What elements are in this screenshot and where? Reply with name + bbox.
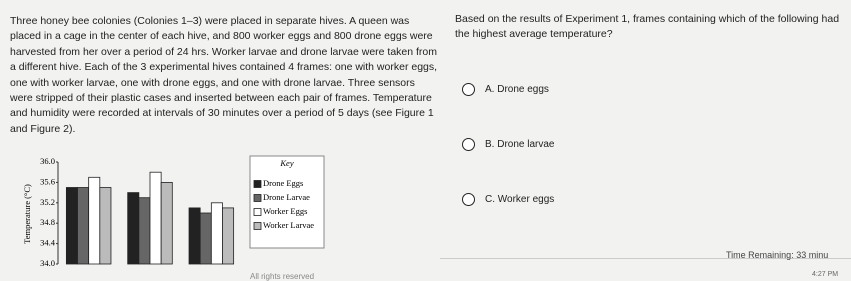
bar [188, 207, 201, 265]
option-text: B. Drone larvae [485, 139, 555, 150]
chart: Temperature (°C) Key 36.0 35.6 35.2 34.8 34.… [22, 155, 325, 268]
answer-option[interactable]: C. Worker eggs [462, 193, 554, 206]
y-axis-label: Temperature (°C) [22, 184, 32, 244]
radio[interactable] [462, 138, 475, 151]
radio[interactable] [462, 193, 475, 206]
y-tick-label: 36.0 [40, 156, 55, 166]
legend-label: Drone Eggs [263, 178, 303, 188]
y-tick-label: 35.6 [40, 176, 55, 186]
legend-swatch [253, 194, 262, 202]
legend-box [249, 155, 325, 249]
bar [149, 171, 162, 265]
legend-label: Worker Eggs [263, 206, 307, 216]
legend-swatch [253, 222, 262, 230]
bar [88, 176, 101, 265]
answer-option[interactable]: B. Drone larvae [462, 138, 554, 151]
bar [222, 207, 235, 265]
y-tick-label: 34.4 [40, 238, 56, 248]
bar [199, 212, 212, 265]
footer-rule [440, 258, 851, 259]
bar [160, 181, 173, 265]
bar [210, 202, 223, 265]
question: Based on the results of Experiment 1, fr… [455, 13, 840, 41]
y-tick-label: 35.2 [40, 197, 55, 207]
bar [138, 197, 151, 265]
bar [127, 192, 140, 265]
bar [65, 187, 78, 265]
legend-title: Key [279, 158, 293, 168]
option-text: C. Worker eggs [485, 194, 555, 205]
answer-option[interactable]: A. Drone eggs [462, 83, 549, 96]
y-tick-label: 34.8 [40, 217, 55, 227]
y-tick-label: 34.0 [40, 258, 55, 268]
clock: 4:27 PM [812, 271, 839, 278]
passage: Three honey bee colonies (Colonies 1–3) … [10, 15, 438, 135]
legend-swatch [253, 180, 262, 188]
legend-label: Drone Larvae [263, 192, 310, 202]
legend-label: Worker Larvae [263, 220, 314, 230]
bar [99, 187, 112, 265]
legend-swatch [253, 208, 262, 216]
bar [77, 187, 90, 265]
radio[interactable] [462, 83, 475, 96]
timer: Time Remaining: 33 minu [726, 250, 829, 260]
rights: All rights reserved [250, 272, 315, 281]
option-text: A. Drone eggs [485, 84, 549, 95]
